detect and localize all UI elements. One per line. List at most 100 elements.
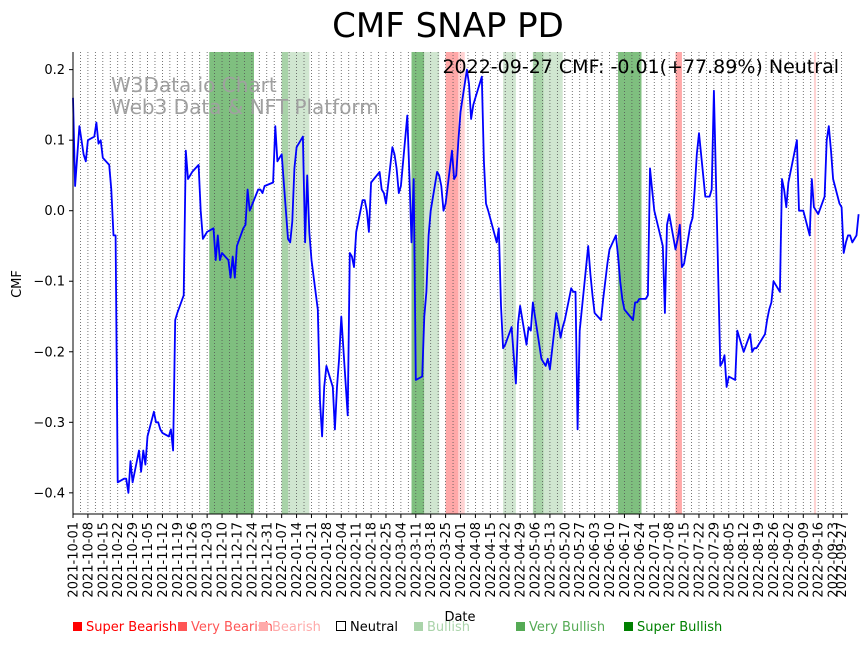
legend-label: Super Bearish xyxy=(86,620,178,635)
x-tick-label: 2022-09-16 xyxy=(812,522,827,598)
y-tick-label: −0.1 xyxy=(33,275,65,290)
signal-regions xyxy=(209,52,817,514)
x-tick-label: 2021-11-12 xyxy=(156,522,171,598)
region-bullish xyxy=(424,52,440,514)
x-tick-label: 2022-08-26 xyxy=(767,522,782,598)
legend-item-super-bearish: Super Bearish xyxy=(73,620,177,635)
watermark: W3Data.io Chart Web3 Data & NFT Platform xyxy=(111,73,379,119)
x-tick-label: 2022-03-11 xyxy=(409,522,424,598)
region-bearish xyxy=(813,52,817,514)
legend-marker xyxy=(73,622,82,631)
x-tick-label: 2022-02-25 xyxy=(380,522,395,598)
region-super-bullish xyxy=(618,52,642,514)
x-tick-label: 2022-07-22 xyxy=(693,522,708,598)
region-bullish xyxy=(288,52,310,514)
x-tick-label: 2022-08-12 xyxy=(737,522,752,598)
watermark-line-2: Web3 Data & NFT Platform xyxy=(111,95,379,119)
x-tick-label: 2022-01-28 xyxy=(320,522,335,598)
legend-marker xyxy=(336,621,346,631)
x-axis-label: Date xyxy=(444,610,475,625)
x-tick-label: 2021-12-17 xyxy=(230,522,245,598)
region-very-bullish xyxy=(532,52,544,514)
chart-title: CMF SNAP PD xyxy=(332,6,564,46)
legend-marker xyxy=(624,622,633,631)
legend-item-very-bearish: Very Bearish xyxy=(178,620,273,635)
x-tick-label: 2021-10-15 xyxy=(96,522,111,598)
legend-marker xyxy=(259,622,268,631)
vertical-gridlines xyxy=(72,52,843,514)
x-tick-label: 2022-05-27 xyxy=(573,522,588,598)
x-tick-label: 2022-07-29 xyxy=(707,522,722,598)
y-tick-label: 0.0 xyxy=(44,204,65,219)
y-tick-label: −0.2 xyxy=(33,345,65,360)
legend-item-very-bullish: Very Bullish xyxy=(516,620,605,635)
y-axis-label: CMF xyxy=(10,270,25,298)
legend-item-super-bullish: Super Bullish xyxy=(624,620,722,635)
x-tick-label: 2022-01-07 xyxy=(275,522,290,598)
legend-label: Super Bullish xyxy=(637,620,723,635)
region-super-bullish xyxy=(209,52,254,514)
x-tick-label: 2021-10-22 xyxy=(111,522,126,598)
x-tick-label: 2022-05-06 xyxy=(529,522,544,598)
x-tick-label: 2022-04-01 xyxy=(454,522,469,598)
x-tick-label: 2022-07-01 xyxy=(648,522,663,598)
y-tick-label: 0.2 xyxy=(44,63,65,78)
latest-value-annotation: 2022-09-27 CMF: -0.01(+77.89%) Neutral xyxy=(442,56,839,78)
x-tick-label: 2021-10-29 xyxy=(126,522,141,598)
x-tick-label: 2022-05-13 xyxy=(543,522,558,598)
x-tick-label: 2022-06-17 xyxy=(618,522,633,598)
legend-label: Bearish xyxy=(272,620,321,635)
region-bullish xyxy=(503,52,516,514)
x-tick-label: 2021-12-24 xyxy=(245,522,260,598)
series-line-cmf xyxy=(72,68,860,494)
region-very-bearish xyxy=(445,52,459,514)
y-tick-label: 0.1 xyxy=(44,134,65,149)
series-layer xyxy=(72,68,860,494)
x-tick-label: 2021-11-19 xyxy=(171,522,186,598)
x-tick-label: 2022-02-11 xyxy=(350,522,365,598)
x-tick-label: 2022-01-21 xyxy=(305,522,320,598)
x-tick-label: 2022-09-02 xyxy=(782,522,797,598)
x-tick-label: 2022-05-20 xyxy=(558,522,573,598)
x-tick-label: 2022-03-18 xyxy=(424,522,439,598)
x-tick-label: 2022-06-03 xyxy=(588,522,603,598)
x-tick-label: 2022-03-04 xyxy=(394,522,409,598)
legend-marker xyxy=(414,622,423,631)
x-tick-label: 2022-02-18 xyxy=(365,522,380,598)
x-tick-label: 2022-09-09 xyxy=(797,522,812,598)
x-tick-label: 2022-01-14 xyxy=(290,522,305,598)
region-very-bullish xyxy=(281,52,289,514)
legend-marker xyxy=(516,622,525,631)
x-tick-label: 2022-07-15 xyxy=(678,522,693,598)
y-tick-label: −0.3 xyxy=(33,416,65,431)
watermark-line-1: W3Data.io Chart xyxy=(111,73,277,97)
legend-item-bearish: Bearish xyxy=(259,620,321,635)
region-very-bearish xyxy=(675,52,682,514)
x-tick-label: 2022-08-05 xyxy=(722,522,737,598)
x-tick-label: 2022-09-27 xyxy=(835,522,850,598)
region-bullish xyxy=(543,52,563,514)
x-tick-label: 2022-04-08 xyxy=(469,522,484,598)
x-tick-label: 2021-11-05 xyxy=(141,522,156,598)
legend-item-neutral: Neutral xyxy=(336,620,398,635)
x-tick-label: 2021-10-01 xyxy=(67,522,82,598)
x-tick-label: 2022-07-08 xyxy=(663,522,678,598)
x-tick-label: 2021-12-03 xyxy=(201,522,216,598)
region-super-bullish xyxy=(411,52,425,514)
region-bearish xyxy=(458,52,465,514)
x-tick-label: 2022-08-19 xyxy=(752,522,767,598)
x-tick-label: 2021-12-31 xyxy=(260,522,275,598)
x-tick-label: 2021-10-08 xyxy=(81,522,96,598)
x-tick-label: 2021-11-26 xyxy=(186,522,201,598)
legend-label: Bullish xyxy=(427,620,471,635)
x-tick-label: 2022-04-22 xyxy=(499,522,514,598)
x-tick-label: 2022-04-15 xyxy=(484,522,499,598)
legend-marker xyxy=(178,622,187,631)
legend-item-bullish: Bullish xyxy=(414,620,470,635)
x-tick-label: 2022-02-04 xyxy=(335,522,350,598)
legend-label: Very Bearish xyxy=(191,620,273,635)
x-tick-label: 2022-04-29 xyxy=(514,522,529,598)
x-tick-label: 2022-03-25 xyxy=(439,522,454,598)
